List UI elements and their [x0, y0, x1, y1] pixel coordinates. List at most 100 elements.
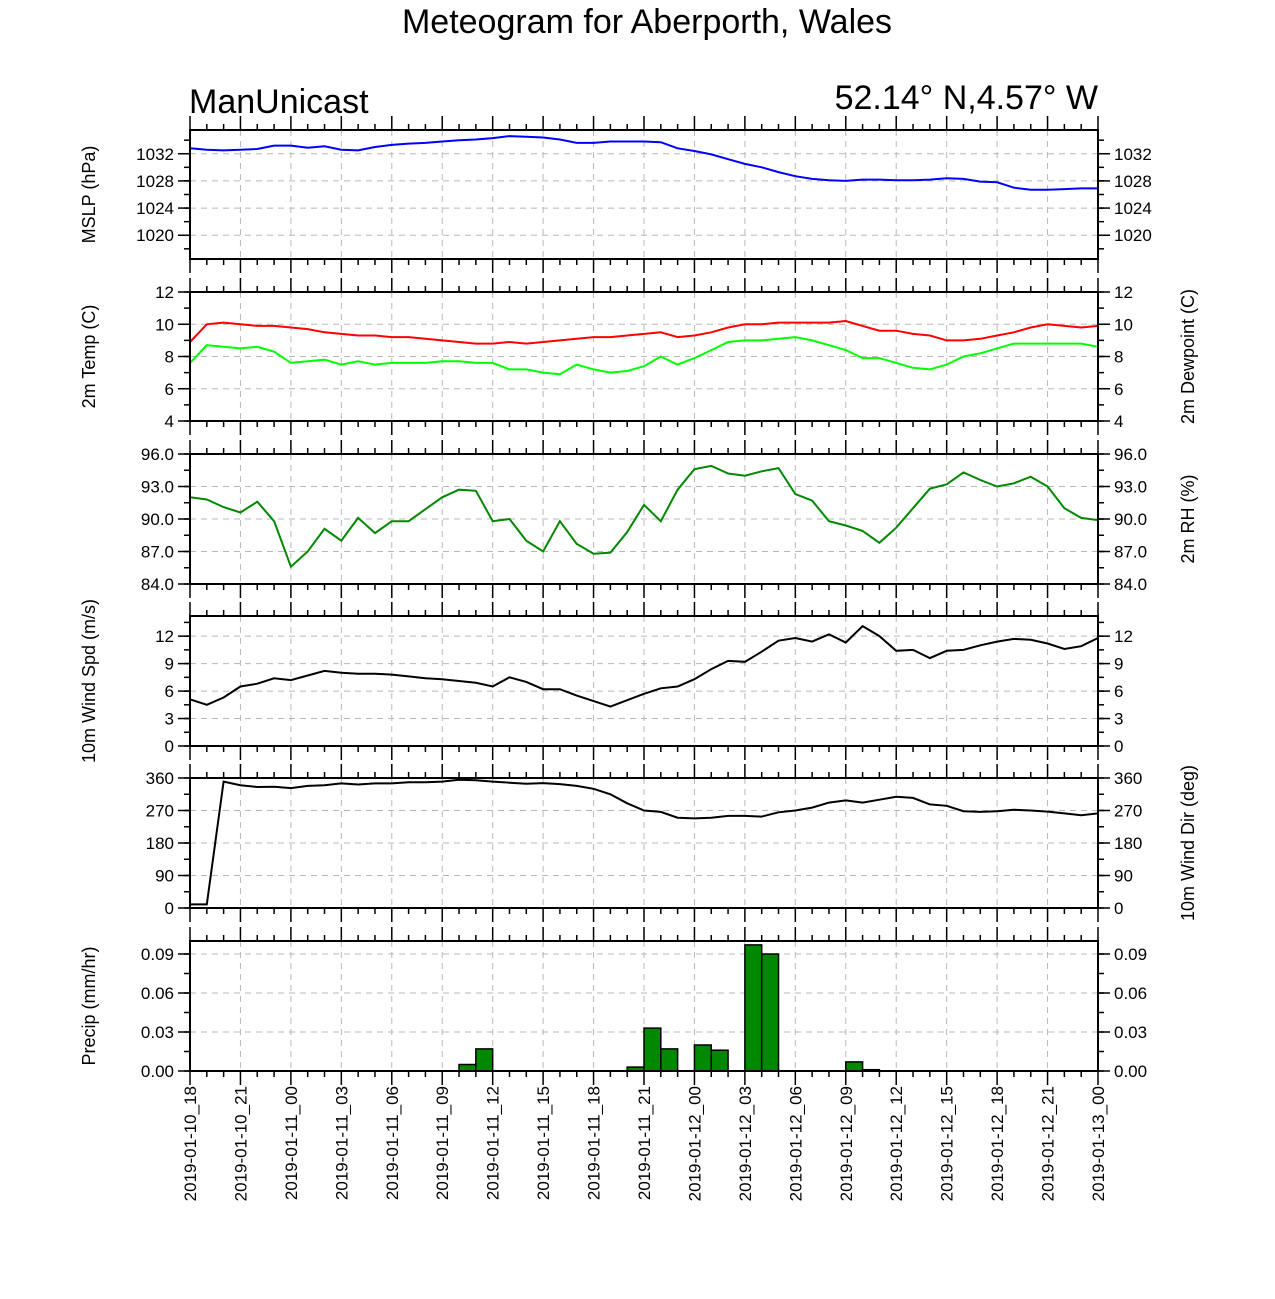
y-tick-label-right: 9 [1114, 655, 1123, 674]
panel-frame [189, 940, 1099, 1072]
y-tick-label-right: 0 [1114, 737, 1123, 756]
y-tick-label-left: 1028 [136, 172, 174, 191]
x-tick-label: 2019-01-12_00 [685, 1086, 704, 1201]
y-tick-label-left: 0.09 [141, 945, 174, 964]
panel-precip: 0.00 0.00 0.03 0.03 0.06 0.06 0.09 0.09 Precip (… [79, 927, 1147, 1085]
panels-group: 1020 1020 1024 1024 1028 1028 1032 1032 MSLP (hP… [79, 116, 1198, 1085]
precip-bar [760, 953, 780, 1072]
y-tick-label-left: 3 [165, 710, 174, 729]
x-tick-label: 2019-01-10_21 [231, 1086, 250, 1201]
panel-frame [189, 453, 1099, 585]
y-tick-label-right: 93.0 [1114, 478, 1147, 497]
precip-bar [475, 1048, 494, 1072]
location-coordinates: 52.14° N,4.57° W [835, 79, 1098, 117]
precip-bar [845, 1061, 864, 1072]
y-tick-label-right: 10 [1114, 315, 1133, 334]
y-tick-label-left: 0 [165, 737, 174, 756]
y-tick-label-right: 96.0 [1114, 445, 1147, 464]
y-tick-label-right: 12 [1114, 627, 1133, 646]
y-tick-label-right: 0.00 [1114, 1062, 1147, 1081]
precip-bar [693, 1044, 713, 1072]
y-axis-title-right: 10m Wind Dir (deg) [1178, 765, 1198, 921]
y-tick-label-left: 0.06 [141, 984, 174, 1003]
x-tick-label: 2019-01-11_03 [332, 1086, 351, 1200]
y-tick-label-right: 8 [1114, 348, 1123, 367]
y-tick-label-right: 3 [1114, 710, 1123, 729]
y-tick-label-left: 90 [155, 867, 174, 886]
panel-wdir: 0 0 90 90 180 180 270 270 360 360 10m Wind Dir (de… [146, 764, 1198, 922]
series-line-wspd-0 [189, 624, 1099, 708]
panel-rh: 84.0 84.0 87.0 87.0 90.0 90.0 93.0 93.0 96.0 96.0… [141, 440, 1198, 598]
y-tick-label-left: 6 [165, 682, 174, 701]
panel-frame [189, 291, 1099, 422]
y-tick-label-right: 0.09 [1114, 945, 1147, 964]
y-tick-label-left: 90.0 [141, 510, 174, 529]
panel-mslp: 1020 1020 1024 1024 1028 1028 1032 1032 MSLP (hP… [79, 116, 1152, 273]
y-tick-label-right: 90.0 [1114, 510, 1147, 529]
y-tick-label-right: 84.0 [1114, 575, 1147, 594]
y-tick-label-left: 0.03 [141, 1023, 174, 1042]
x-tick-label: 2019-01-12_21 [1039, 1086, 1058, 1201]
y-axis-title-left: 10m Wind Spd (m/s) [79, 599, 99, 763]
x-tick-label: 2019-01-12_06 [786, 1086, 805, 1201]
y-tick-label-right: 4 [1114, 412, 1123, 431]
precip-bar [643, 1027, 662, 1072]
precip-bar [744, 944, 763, 1072]
y-tick-label-left: 96.0 [141, 445, 174, 464]
x-axis: 2019-01-10_18 2019-01-10_21 2019-01-11_00 2… [181, 1086, 1108, 1201]
x-tick-label: 2019-01-12_15 [938, 1086, 957, 1201]
y-tick-label-left: 84.0 [141, 575, 174, 594]
y-tick-label-right: 0.06 [1114, 984, 1147, 1003]
precip-bar [710, 1049, 729, 1072]
y-tick-label-left: 8 [165, 348, 174, 367]
y-axis-title-right: 2m RH (%) [1178, 475, 1198, 564]
y-axis-title-left: MSLP (hPa) [79, 146, 99, 244]
y-tick-label-left: 10 [155, 315, 174, 334]
y-tick-label-left: 9 [165, 655, 174, 674]
panel-temp: 4 4 6 6 8 8 10 10 12 12 2m Temp (C) 2m Dewpoint (C) [79, 278, 1198, 435]
x-tick-label: 2019-01-11_18 [585, 1086, 604, 1200]
x-tick-label: 2019-01-12_09 [837, 1086, 856, 1201]
y-tick-label-right: 1024 [1114, 199, 1152, 218]
y-tick-label-right: 360 [1114, 769, 1142, 788]
series-line-mslp-0 [189, 135, 1098, 191]
series-line-temp-0 [189, 319, 1099, 345]
y-tick-label-right: 90 [1114, 867, 1133, 886]
series-line-temp-1 [189, 336, 1099, 376]
y-tick-label-left: 93.0 [141, 478, 174, 497]
y-axis-title-left: Precip (mm/hr) [79, 946, 99, 1065]
x-tick-label: 2019-01-10_18 [181, 1086, 200, 1201]
y-tick-label-left: 6 [165, 380, 174, 399]
y-tick-label-left: 4 [165, 412, 174, 431]
y-tick-label-left: 0.00 [141, 1062, 174, 1081]
y-tick-label-right: 270 [1114, 802, 1142, 821]
y-tick-label-right: 0.03 [1114, 1023, 1147, 1042]
y-axis-title-left: 2m Temp (C) [79, 305, 99, 409]
y-tick-label-right: 1028 [1114, 172, 1152, 191]
y-tick-label-left: 87.0 [141, 543, 174, 562]
y-tick-label-right: 1032 [1114, 145, 1152, 164]
y-tick-label-left: 1032 [136, 145, 174, 164]
y-tick-label-left: 12 [155, 283, 174, 302]
x-tick-label: 2019-01-12_12 [887, 1086, 906, 1201]
y-tick-label-left: 180 [146, 834, 174, 853]
y-tick-label-left: 1020 [136, 226, 174, 245]
panel-frame [189, 615, 1099, 747]
series-line-wdir-0 [190, 778, 1099, 906]
x-tick-label: 2019-01-12_18 [988, 1086, 1007, 1201]
x-tick-label: 2019-01-11_21 [635, 1086, 654, 1200]
x-tick-label: 2019-01-11_06 [383, 1086, 402, 1200]
y-axis-title-right: 2m Dewpoint (C) [1178, 289, 1198, 424]
y-tick-label-right: 12 [1114, 283, 1133, 302]
y-tick-label-left: 12 [155, 627, 174, 646]
y-tick-label-left: 1024 [136, 199, 174, 218]
y-tick-label-right: 87.0 [1114, 543, 1147, 562]
y-tick-label-right: 6 [1114, 682, 1123, 701]
panel-frame [189, 777, 1099, 909]
x-tick-label: 2019-01-11_00 [282, 1086, 301, 1200]
y-tick-label-left: 360 [146, 769, 174, 788]
chart-title: Meteogram for Aberporth, Wales [402, 3, 892, 41]
y-tick-label-right: 0 [1114, 899, 1123, 918]
x-tick-label: 2019-01-12_03 [736, 1086, 755, 1201]
